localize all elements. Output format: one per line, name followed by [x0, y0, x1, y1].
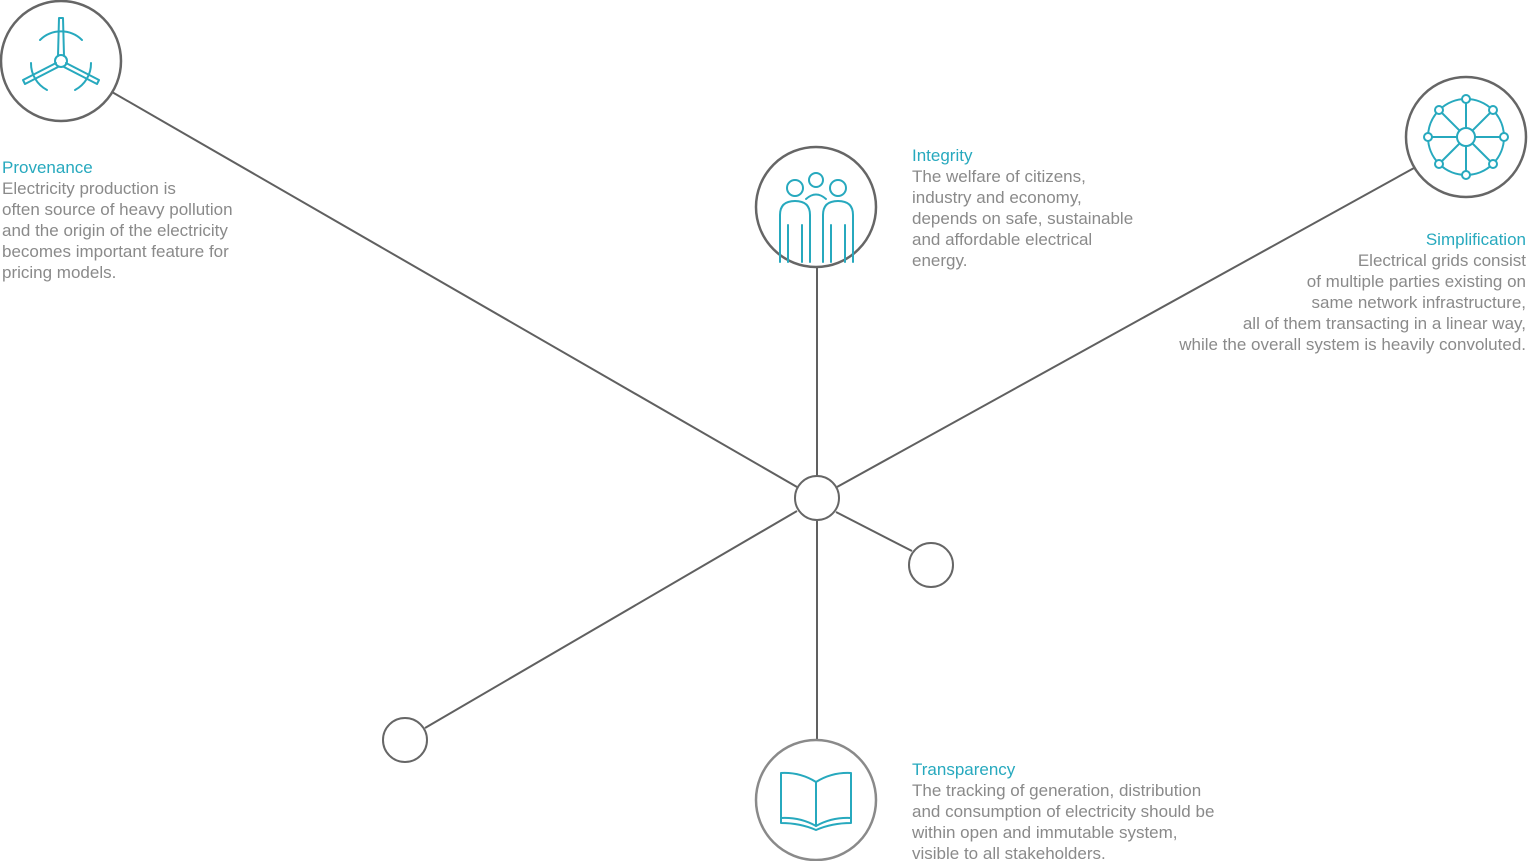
integrity-node	[754, 145, 878, 269]
connector-small-right	[835, 511, 913, 552]
transparency-title: Transparency	[912, 760, 1016, 779]
simplification-text: Electrical grids consist of multiple par…	[1179, 251, 1526, 354]
connector-provenance	[111, 91, 798, 488]
connector-simplification	[836, 167, 1415, 488]
hub-node	[794, 475, 840, 521]
connector-small-left	[424, 510, 798, 729]
small-node-left	[382, 717, 428, 763]
provenance-title: Provenance	[2, 158, 93, 177]
provenance-node	[0, 0, 123, 123]
simplification-node	[1404, 75, 1528, 199]
integrity-title: Integrity	[912, 146, 973, 165]
transparency-label: Transparency The tracking of generation,…	[912, 759, 1292, 864]
transparency-node	[754, 738, 878, 861]
network-wheel-icon	[1423, 94, 1509, 180]
people-group-icon	[779, 172, 854, 263]
small-node-right	[908, 542, 954, 588]
integrity-label: Integrity The welfare of citizens, indus…	[912, 145, 1192, 271]
provenance-text: Electricity production is often source o…	[2, 179, 233, 282]
open-book-icon	[780, 771, 852, 831]
wind-turbine-icon	[22, 17, 100, 91]
simplification-label: Simplification Electrical grids consist …	[1086, 229, 1526, 355]
integrity-text: The welfare of citizens, industry and ec…	[912, 167, 1134, 270]
provenance-label: Provenance Electricity production is oft…	[2, 157, 292, 283]
simplification-title: Simplification	[1425, 230, 1526, 249]
transparency-text: The tracking of generation, distribution…	[912, 781, 1215, 863]
